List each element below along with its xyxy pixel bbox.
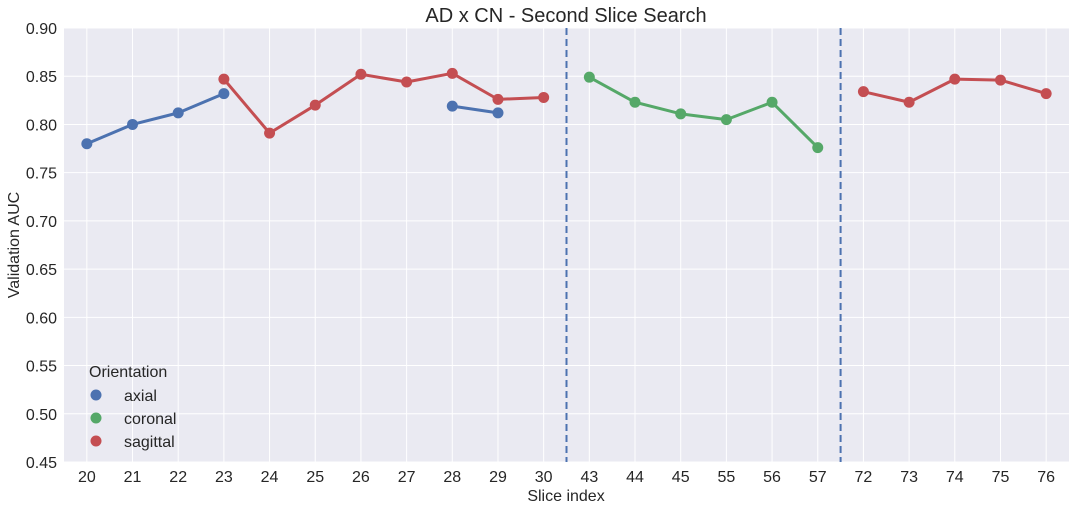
series-axial [81, 88, 504, 150]
series-sagittal [218, 67, 1052, 139]
legend-label-sagittal: sagittal [124, 434, 175, 451]
x-tick-label: 44 [626, 469, 644, 486]
coronal-point [766, 96, 778, 108]
y-axis-label: Validation AUC [6, 192, 23, 298]
axial-point [127, 118, 139, 130]
coronal-point [720, 114, 732, 126]
x-tick-label: 43 [580, 469, 598, 486]
legend-label-axial: axial [124, 388, 157, 405]
legend-items: axial coronal sagittal [90, 388, 176, 451]
legend-marker-sagittal [90, 435, 102, 447]
sagittal-point [1040, 88, 1052, 100]
coronal-point [812, 142, 824, 154]
x-tick-label: 75 [992, 469, 1010, 486]
x-tick-label: 73 [900, 469, 918, 486]
sagittal-point [903, 96, 915, 108]
sagittal-point [949, 73, 961, 85]
y-tick-label: 0.80 [26, 117, 57, 134]
x-tick-label: 45 [672, 469, 690, 486]
legend-marker-axial [90, 389, 102, 401]
series-layer [81, 67, 1052, 154]
sagittal-point [355, 68, 367, 80]
sagittal-point [538, 91, 550, 103]
axial-point [218, 88, 230, 100]
legend-title: Orientation [89, 364, 167, 381]
x-axis-label: Slice index [527, 488, 604, 505]
x-tick-label: 72 [855, 469, 873, 486]
x-tick-label: 21 [124, 469, 142, 486]
sagittal-point [446, 67, 458, 79]
sagittal-point [492, 93, 504, 105]
x-tick-label: 22 [169, 469, 187, 486]
x-tick-label: 56 [763, 469, 781, 486]
x-tick-label: 57 [809, 469, 827, 486]
axial-point [446, 100, 458, 112]
vline-layer [565, 28, 842, 462]
series-coronal [583, 71, 824, 154]
x-tick-labels: 20 21 22 23 24 25 26 27 28 29 30 43 44 45 55 56 57 72 73 74… [78, 469, 1055, 486]
y-tick-label: 0.55 [26, 359, 57, 376]
legend-marker-coronal [90, 412, 102, 424]
sagittal-point [994, 74, 1006, 86]
x-tick-label: 28 [443, 469, 461, 486]
axial-point [172, 107, 184, 119]
chart-title: AD x CN - Second Slice Search [425, 5, 706, 27]
axial-line [85, 92, 226, 146]
y-tick-label: 0.45 [26, 455, 57, 472]
y-tick-label: 0.85 [26, 69, 57, 86]
x-tick-label: 20 [78, 469, 96, 486]
x-tick-label: 24 [261, 469, 279, 486]
x-tick-label: 26 [352, 469, 370, 486]
y-tick-label: 0.75 [26, 166, 57, 183]
axial-line [450, 104, 500, 115]
axial-point [492, 107, 504, 119]
sagittal-point [309, 99, 321, 111]
legend-label-coronal: coronal [124, 411, 176, 428]
coronal-point [675, 108, 687, 120]
x-tick-label: 55 [717, 469, 735, 486]
sagittal-point [264, 127, 276, 139]
y-tick-label: 0.90 [26, 21, 57, 38]
x-tick-label: 27 [398, 469, 416, 486]
x-tick-label: 23 [215, 469, 233, 486]
x-tick-label: 25 [306, 469, 324, 486]
legend: Orientation axial coronal sagittal [89, 364, 176, 451]
x-tick-label: 76 [1037, 469, 1055, 486]
coronal-point [629, 96, 641, 108]
coronal-point [583, 71, 595, 83]
y-tick-labels: 0.45 0.50 0.55 0.60 0.65 0.70 0.75 0.80 0.85 0.90 [26, 21, 57, 472]
sagittal-line [222, 71, 546, 135]
y-tick-label: 0.60 [26, 310, 57, 327]
x-tick-label: 29 [489, 469, 507, 486]
sagittal-point [401, 76, 413, 88]
y-tick-label: 0.70 [26, 214, 57, 231]
sagittal-point [857, 86, 869, 98]
x-tick-label: 30 [535, 469, 553, 486]
y-tick-label: 0.50 [26, 407, 57, 424]
axial-point [81, 138, 93, 150]
coronal-line [587, 75, 820, 150]
x-tick-label: 74 [946, 469, 964, 486]
sagittal-point [218, 73, 230, 85]
y-tick-label: 0.65 [26, 262, 57, 279]
